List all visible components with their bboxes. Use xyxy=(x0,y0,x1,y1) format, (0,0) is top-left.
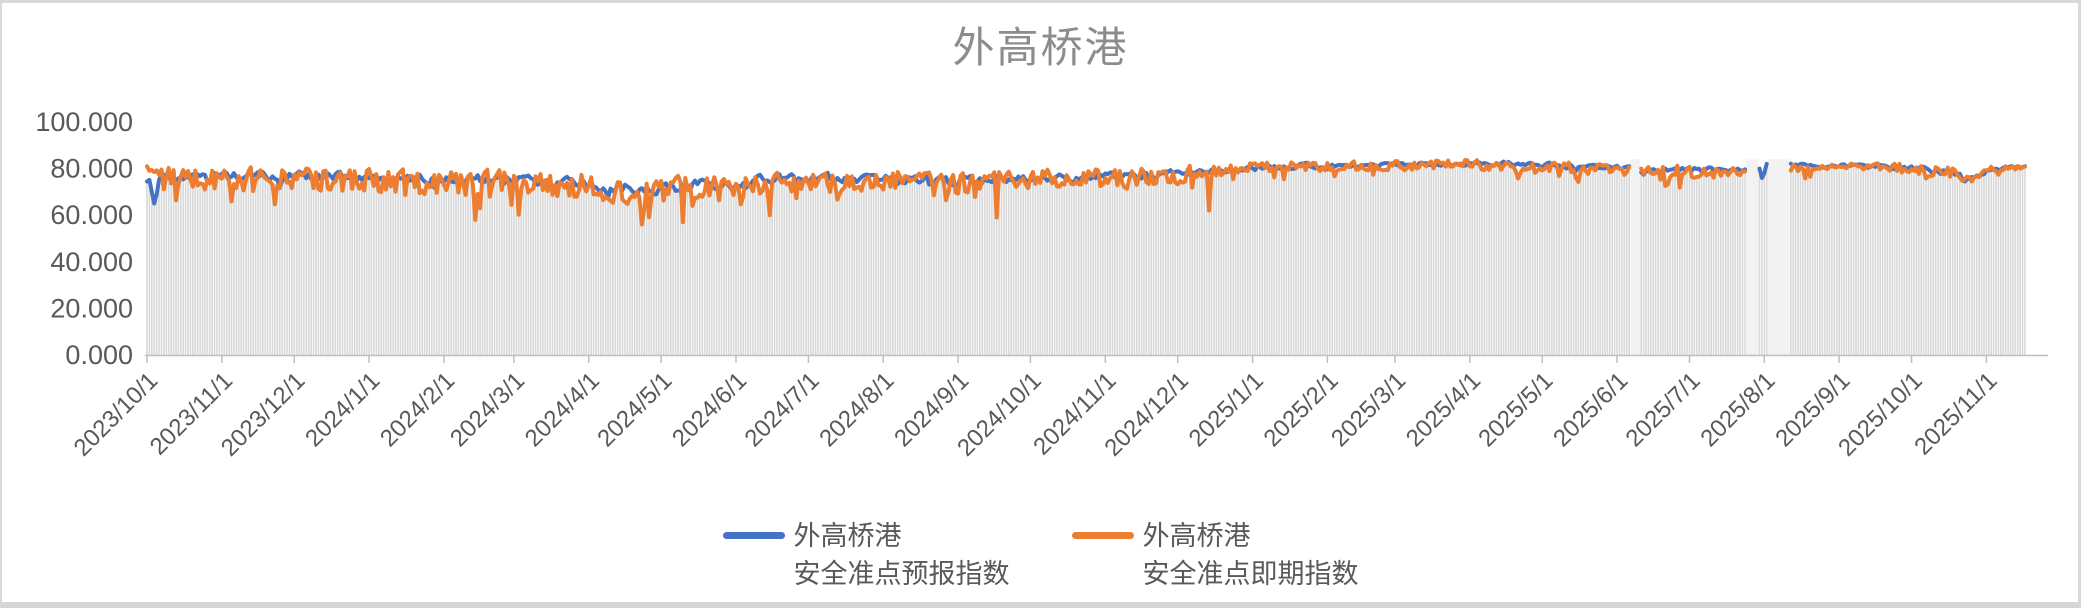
x-axis-tick-label: 2024/2/1 xyxy=(375,367,460,452)
x-axis-tick-label: 2024/7/1 xyxy=(739,367,824,452)
spot-series-swatch-icon xyxy=(1071,532,1134,539)
legend-item-spot[interactable]: 外高桥港 安全准点即期指数 xyxy=(1071,517,1359,593)
x-axis-tick-label: 2025/4/1 xyxy=(1401,367,1486,452)
forecast-legend-label-line1: 外高桥港 xyxy=(793,521,902,551)
x-axis-tick-label: 2025/2/1 xyxy=(1258,367,1343,452)
y-axis-labels: 100.000 80.000 60.000 40.000 20.000 0.000 xyxy=(35,107,133,370)
data-gap-wash xyxy=(1630,159,1790,355)
x-axis-tick-label: 2024/1/1 xyxy=(300,367,385,452)
y-axis-tick-label: 60.000 xyxy=(50,200,133,230)
x-axis-labels: 2023/10/12023/11/12023/12/12024/1/12024/… xyxy=(69,367,2003,462)
chart-title: 外高桥港 xyxy=(952,24,1129,71)
x-axis-tick-label: 2025/6/1 xyxy=(1548,367,1633,452)
spot-legend-label-line1: 外高桥港 xyxy=(1142,521,1251,551)
x-axis-tick-label: 2024/4/1 xyxy=(520,367,605,452)
x-axis-tick-label: 2024/8/1 xyxy=(814,367,899,452)
x-axis-tick-label: 2024/6/1 xyxy=(667,367,752,452)
y-axis-tick-label: 100.000 xyxy=(35,107,133,137)
x-axis xyxy=(145,354,2048,363)
legend-item-forecast[interactable]: 外高桥港 安全准点预报指数 xyxy=(722,517,1010,593)
x-axis-tick-label: 2025/7/1 xyxy=(1621,367,1706,452)
x-axis-tick-label: 2024/3/1 xyxy=(445,367,530,452)
y-axis-tick-label: 80.000 xyxy=(50,154,133,184)
x-axis-tick-label: 2023/10/1 xyxy=(69,367,164,462)
x-axis-tick-label: 2025/8/1 xyxy=(1695,367,1780,452)
x-axis-tick-label: 2025/3/1 xyxy=(1326,367,1411,452)
y-axis-tick-label: 20.000 xyxy=(50,293,133,323)
y-axis-tick-label: 40.000 xyxy=(50,247,133,277)
forecast-series-swatch-icon xyxy=(722,532,785,539)
x-axis-tick-label: 2025/5/1 xyxy=(1473,367,1558,452)
x-axis-tick-label: 2024/5/1 xyxy=(592,367,677,452)
background-bars xyxy=(146,163,2026,355)
x-axis-tick-label: 2025/11/1 xyxy=(1909,367,2002,460)
forecast-legend-label-line2: 安全准点预报指数 xyxy=(793,559,1010,589)
spot-series-line xyxy=(145,158,2027,227)
y-axis-tick-label: 0.000 xyxy=(65,340,133,370)
x-axis-tick-label: 2025/1/1 xyxy=(1184,367,1269,452)
legend: 外高桥港 安全准点预报指数 外高桥港 安全准点即期指数 xyxy=(0,517,2081,593)
spot-legend-label-line2: 安全准点即期指数 xyxy=(1142,559,1359,589)
